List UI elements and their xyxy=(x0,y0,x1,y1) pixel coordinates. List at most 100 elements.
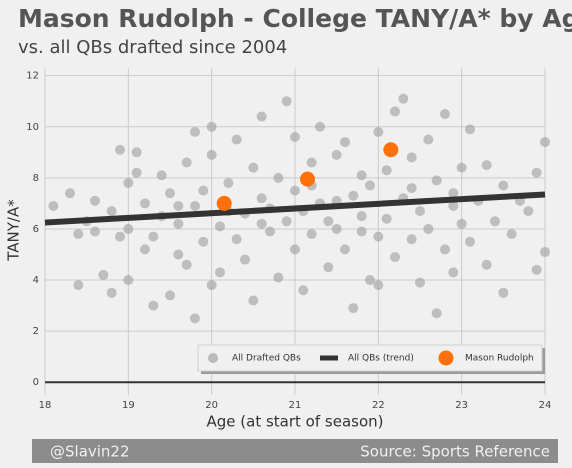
point xyxy=(190,126,200,137)
x-tick-label: 20 xyxy=(205,400,218,411)
x-tick-label: 21 xyxy=(289,400,302,411)
point xyxy=(90,226,100,237)
legend-label: All Drafted QBs xyxy=(232,354,301,364)
point xyxy=(531,167,542,178)
point xyxy=(165,188,175,199)
point xyxy=(231,234,242,245)
point xyxy=(256,218,267,229)
x-tick-label: 23 xyxy=(455,400,468,411)
point xyxy=(465,124,475,135)
point xyxy=(215,267,225,278)
point xyxy=(65,188,75,199)
point xyxy=(240,254,250,265)
x-tick-label: 24 xyxy=(539,400,552,411)
point xyxy=(248,295,259,306)
point xyxy=(173,218,184,229)
legend-swatch xyxy=(208,353,218,363)
point xyxy=(348,190,359,201)
point xyxy=(281,216,292,227)
y-tick-label: 10 xyxy=(26,122,39,133)
point xyxy=(131,147,142,158)
x-tick-label: 19 xyxy=(122,400,135,411)
point xyxy=(331,149,342,160)
point xyxy=(115,144,125,155)
point xyxy=(140,198,150,209)
point xyxy=(115,231,125,242)
point xyxy=(373,126,384,137)
point xyxy=(323,262,334,273)
point xyxy=(390,106,400,117)
point xyxy=(106,287,117,298)
point xyxy=(456,162,467,173)
highlight-point xyxy=(300,171,315,187)
legend-label: All QBs (trend) xyxy=(348,354,414,364)
point xyxy=(440,108,450,119)
point xyxy=(281,96,292,107)
chart-title: Mason Rudolph - College TANY/A* by Age xyxy=(18,4,572,33)
point xyxy=(356,170,367,181)
x-axis-label: Age (at start of season) xyxy=(207,413,384,431)
point xyxy=(348,303,359,314)
point xyxy=(506,229,517,240)
point xyxy=(381,213,392,224)
point xyxy=(356,211,367,222)
point xyxy=(148,231,159,242)
footer-bar xyxy=(32,439,558,463)
point xyxy=(198,185,209,196)
point xyxy=(415,277,425,288)
point xyxy=(373,280,384,291)
point xyxy=(173,200,184,211)
point xyxy=(448,267,459,278)
y-tick-label: 12 xyxy=(26,71,39,82)
highlight-point xyxy=(383,142,399,158)
point xyxy=(315,121,325,132)
point xyxy=(123,275,134,286)
point xyxy=(340,244,350,255)
point xyxy=(190,200,200,211)
point xyxy=(173,249,184,260)
point xyxy=(440,244,450,255)
trend-line xyxy=(44,191,546,226)
point xyxy=(165,290,175,301)
highlight-point xyxy=(216,195,232,211)
point xyxy=(181,259,192,270)
point xyxy=(448,188,459,199)
point xyxy=(540,246,550,257)
y-tick-label: 0 xyxy=(33,377,39,388)
point xyxy=(148,300,159,311)
point xyxy=(481,259,492,270)
chart-subtitle: vs. all QBs drafted since 2004 xyxy=(18,37,287,58)
point xyxy=(373,231,384,242)
point xyxy=(406,234,417,245)
y-tick-label: 8 xyxy=(33,173,39,184)
point xyxy=(290,185,300,196)
point xyxy=(331,223,342,234)
point xyxy=(523,206,534,217)
point xyxy=(248,162,259,173)
point xyxy=(190,313,200,324)
point xyxy=(365,180,375,191)
point xyxy=(181,157,192,168)
point xyxy=(306,229,317,240)
point xyxy=(73,280,84,291)
point xyxy=(140,244,150,255)
point xyxy=(298,285,309,296)
point xyxy=(423,134,434,145)
point xyxy=(431,175,442,186)
point xyxy=(423,223,434,234)
point xyxy=(273,272,284,283)
point xyxy=(290,131,300,142)
point xyxy=(406,152,417,163)
point xyxy=(356,226,367,237)
point xyxy=(106,206,117,217)
point xyxy=(390,252,400,263)
x-tick-label: 18 xyxy=(39,400,52,411)
point xyxy=(406,183,417,194)
point xyxy=(256,193,267,204)
point xyxy=(215,221,225,232)
point xyxy=(531,264,542,275)
point xyxy=(273,172,284,183)
point xyxy=(198,236,209,247)
credit: @Slavin22 xyxy=(50,443,130,461)
